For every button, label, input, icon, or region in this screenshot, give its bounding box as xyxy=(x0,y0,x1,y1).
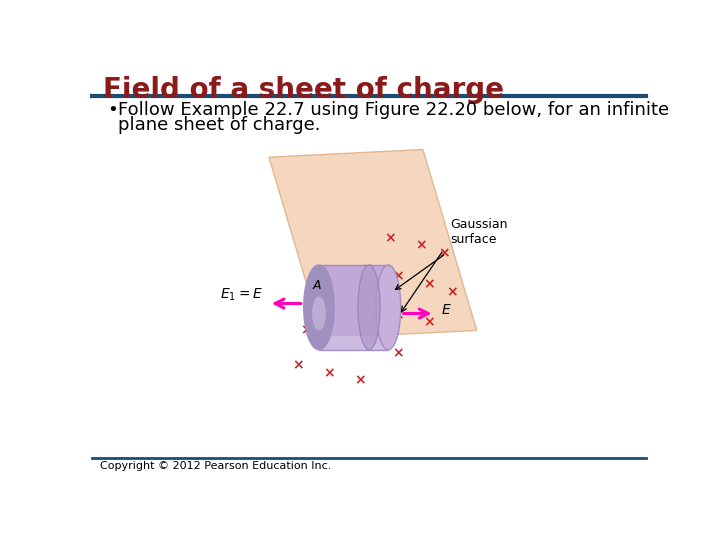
Text: ×: × xyxy=(446,285,458,299)
Polygon shape xyxy=(319,265,388,350)
Text: ×: × xyxy=(392,308,404,322)
Text: ×: × xyxy=(384,231,397,245)
Polygon shape xyxy=(269,150,477,338)
Text: plane sheet of charge.: plane sheet of charge. xyxy=(118,116,320,133)
Text: A: A xyxy=(313,279,322,292)
Text: ×: × xyxy=(361,262,373,276)
Text: Gaussian
surface: Gaussian surface xyxy=(450,218,508,246)
Text: ×: × xyxy=(392,347,404,361)
Text: ×: × xyxy=(415,239,427,253)
Text: $E_1 = E$: $E_1 = E$ xyxy=(220,287,264,303)
Text: ×: × xyxy=(423,316,435,330)
Text: Follow Example 22.7 using Figure 22.20 below, for an infinite: Follow Example 22.7 using Figure 22.20 b… xyxy=(118,101,669,119)
Text: ×: × xyxy=(392,269,404,284)
Ellipse shape xyxy=(358,265,380,350)
Text: ×: × xyxy=(354,374,366,388)
Text: Copyright © 2012 Pearson Education Inc.: Copyright © 2012 Pearson Education Inc. xyxy=(99,461,331,471)
Ellipse shape xyxy=(376,265,401,350)
Text: ×: × xyxy=(300,323,312,338)
Text: ×: × xyxy=(323,366,335,380)
Text: $E$: $E$ xyxy=(441,302,451,316)
Text: Field of a sheet of charge: Field of a sheet of charge xyxy=(102,76,503,104)
Text: ×: × xyxy=(438,246,450,260)
Ellipse shape xyxy=(304,265,334,350)
Text: ×: × xyxy=(423,277,435,291)
Text: ×: × xyxy=(331,331,343,345)
Text: ×: × xyxy=(361,339,373,353)
Text: ×: × xyxy=(361,300,373,314)
Text: ×: × xyxy=(292,358,304,372)
Text: ×: × xyxy=(331,293,343,307)
Ellipse shape xyxy=(312,296,326,330)
Text: •: • xyxy=(107,101,118,119)
Polygon shape xyxy=(319,336,388,350)
